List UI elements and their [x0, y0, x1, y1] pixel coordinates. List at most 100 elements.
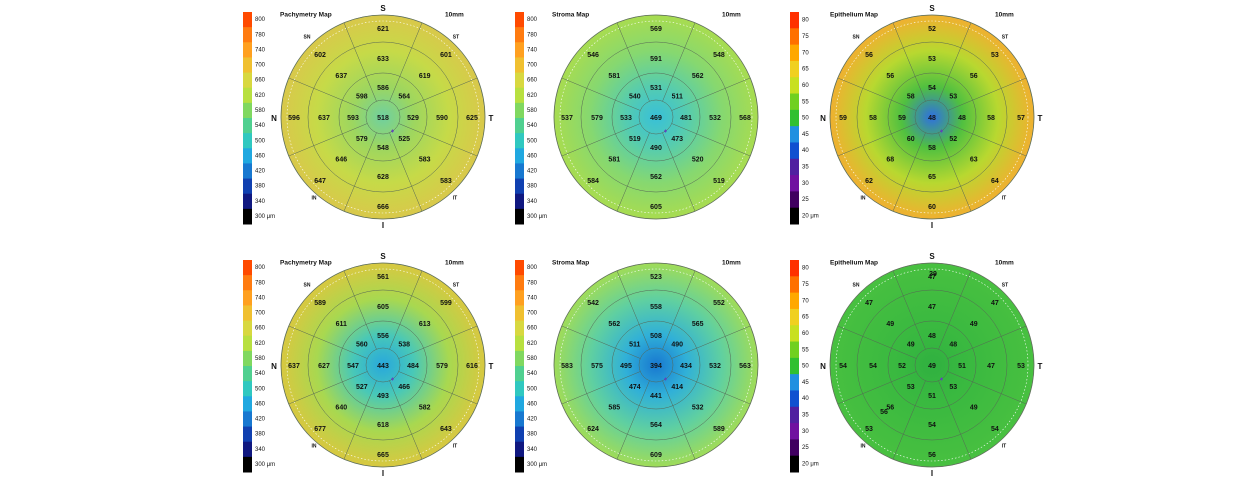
- scale-swatch: [790, 191, 799, 209]
- outer-value: 625: [466, 115, 478, 122]
- apex-marker: [940, 129, 943, 133]
- scale-label: 420: [255, 169, 266, 175]
- scale-label: 380: [527, 184, 538, 190]
- scale-label: 700: [255, 63, 266, 69]
- scale-label: 460: [527, 401, 538, 407]
- inner-value: 48: [949, 342, 957, 349]
- orientation-sn: SN: [853, 34, 860, 40]
- zone-divider: [343, 380, 377, 460]
- scale-swatch: [243, 441, 252, 458]
- middle-value: 579: [436, 363, 448, 370]
- scale-swatch: [515, 12, 524, 28]
- zone-divider: [837, 77, 917, 111]
- inner-value: 511: [672, 94, 683, 101]
- scale-swatch: [243, 366, 252, 382]
- scale-swatch: [790, 207, 799, 225]
- zone-divider: [616, 380, 650, 460]
- orientation-st: ST: [453, 34, 459, 40]
- outer-value: 589: [713, 426, 725, 433]
- zone-ring: [887, 320, 977, 410]
- scale-swatch: [790, 12, 799, 29]
- outer-value: 563: [739, 363, 751, 370]
- scale-swatch: [515, 260, 524, 276]
- middle-value: 619: [419, 73, 431, 80]
- scale-swatch: [243, 335, 252, 352]
- scale-label: 300 μm: [255, 214, 275, 220]
- zone-divider: [398, 325, 478, 359]
- zone-divider: [938, 132, 972, 212]
- scale-label: 340: [255, 447, 266, 453]
- outer-value: 519: [713, 178, 725, 185]
- scale-label: 80: [802, 18, 809, 24]
- map-panel-1: Pachymetry Map 10mm 800 780 740 700 660 620 580 5…: [243, 4, 494, 230]
- orientation-n: N: [271, 114, 277, 123]
- scale-label: 420: [255, 417, 266, 423]
- zone-ring: [280, 262, 486, 468]
- inner-value: 508: [650, 333, 662, 340]
- scale-label: 25: [802, 197, 809, 203]
- scale-label: 340: [255, 199, 266, 205]
- orientation-t: T: [489, 114, 494, 123]
- outer-value: 583: [440, 178, 452, 185]
- scale-label: 460: [255, 401, 266, 407]
- scale-label: 580: [527, 108, 538, 114]
- outer-value: 523: [650, 274, 662, 281]
- map-panel-5: Stroma Map 10mm 800 780 740 700 660 620 580 540 50…: [515, 260, 759, 473]
- scale-swatch: [515, 72, 524, 89]
- scale-label: 500: [255, 386, 266, 392]
- orientation-s: S: [929, 252, 935, 261]
- zone-ring: [365, 347, 401, 383]
- inner-value: 52: [898, 363, 906, 370]
- middle-value: 633: [377, 56, 389, 63]
- zone-divider: [288, 325, 368, 359]
- outer-value: 624: [587, 426, 599, 433]
- orientation-s: S: [929, 4, 935, 13]
- zone-divider: [892, 380, 926, 460]
- scale-swatch: [515, 456, 524, 473]
- scale-swatch: [515, 163, 524, 180]
- inner-value: 60: [907, 136, 915, 143]
- corneal-map: 394 508 490 434 414 441 474 495 511 558 565 532 532 5…: [553, 262, 759, 468]
- scale-label: 780: [527, 32, 538, 38]
- scale-label: 800: [527, 265, 538, 271]
- zone-ring: [307, 289, 459, 441]
- orientation-it: IT: [453, 443, 457, 449]
- inner-value: 598: [356, 94, 368, 101]
- scale-label: 740: [527, 47, 538, 53]
- zone-divider: [662, 270, 696, 350]
- map-size-label: 10mm: [995, 260, 1014, 267]
- scale-swatch: [515, 275, 524, 291]
- scale-label: 780: [255, 280, 266, 286]
- zone-divider: [892, 132, 926, 212]
- scale-label: 60: [802, 83, 809, 89]
- inner-value: 58: [907, 94, 915, 101]
- zone-divider: [398, 77, 478, 111]
- apex-marker: [391, 129, 394, 133]
- dashed-boundary: [286, 20, 480, 214]
- inner-value: 474: [629, 384, 641, 391]
- zone-divider: [671, 77, 751, 111]
- scale-label: 700: [527, 63, 538, 69]
- scale-label: 800: [255, 265, 266, 271]
- middle-value: 637: [335, 73, 347, 80]
- zone-ring: [611, 72, 701, 162]
- scale-swatch: [515, 42, 524, 58]
- scale-swatch: [515, 320, 524, 337]
- scale-label: 700: [527, 311, 538, 317]
- map-panel-4: Pachymetry Map 10mm 800 780 740 700 660 620 580 5…: [243, 252, 494, 478]
- zone-divider: [616, 22, 650, 102]
- orientation-st: ST: [1002, 34, 1008, 40]
- middle-value: 605: [377, 304, 389, 311]
- inner-value: 58: [928, 145, 936, 152]
- map-size-label: 10mm: [722, 12, 741, 19]
- scale-label: 25: [802, 445, 809, 451]
- scale-swatch: [515, 396, 524, 412]
- map-size-label: 10mm: [722, 260, 741, 267]
- inner-value: 529: [407, 115, 419, 122]
- zone-divider: [616, 132, 650, 212]
- scale-label: 420: [527, 169, 538, 175]
- scale-swatch: [243, 396, 252, 412]
- middle-value: 564: [650, 422, 662, 429]
- middle-value: 47: [928, 304, 936, 311]
- zone-ring: [638, 347, 674, 383]
